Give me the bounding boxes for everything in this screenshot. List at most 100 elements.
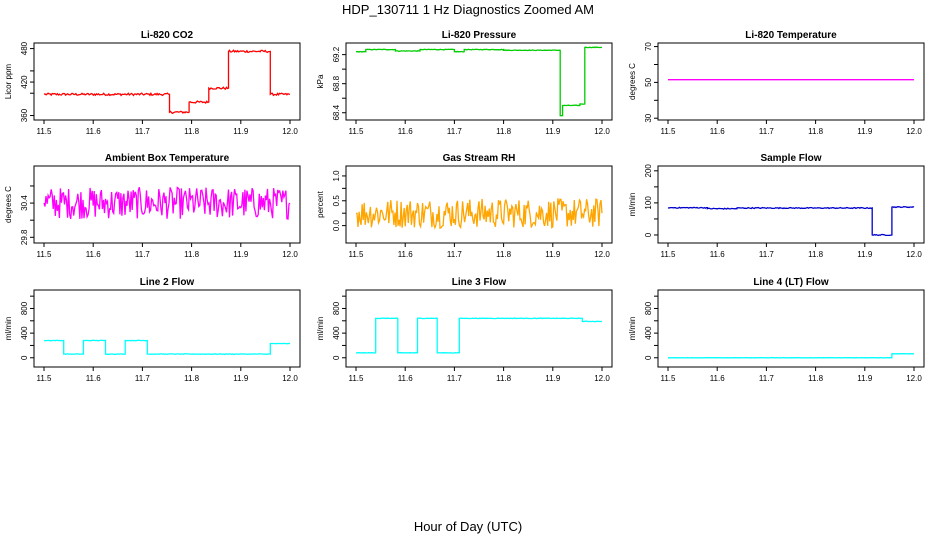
x-tick-label: 11.6 bbox=[710, 374, 726, 383]
x-tick-label: 11.9 bbox=[857, 374, 873, 383]
x-tick-label: 11.9 bbox=[545, 250, 561, 259]
series-line bbox=[43, 186, 291, 220]
x-tick-label: 11.7 bbox=[447, 250, 463, 259]
x-tick-label: 11.8 bbox=[184, 127, 200, 136]
y-axis-label: kPa bbox=[316, 74, 325, 88]
x-tick-label: 11.5 bbox=[37, 250, 53, 259]
x-tick-label: 11.9 bbox=[233, 127, 249, 136]
x-tick-label: 11.9 bbox=[857, 250, 873, 259]
series-line bbox=[355, 317, 603, 354]
y-tick-label: 360 bbox=[20, 108, 29, 122]
panel-3: Li-820 Temperature degrees C 11.5 11.6 11.7 1… bbox=[628, 30, 925, 136]
x-tick-label: 11.5 bbox=[661, 127, 677, 136]
y-tick-label: 800 bbox=[332, 301, 341, 315]
plot-frame bbox=[657, 165, 925, 244]
x-tick-label: 11.7 bbox=[759, 250, 775, 259]
series-line bbox=[355, 198, 603, 230]
x-tick-label: 12.0 bbox=[282, 374, 298, 383]
y-tick-label: 1.0 bbox=[332, 170, 341, 182]
x-tick-label: 11.8 bbox=[808, 250, 824, 259]
x-tick-label: 11.8 bbox=[496, 127, 512, 136]
series-line bbox=[355, 46, 603, 117]
y-tick-label: 69.2 bbox=[332, 46, 341, 62]
y-axis-label: Licor ppm bbox=[4, 64, 13, 99]
y-tick-label: 100 bbox=[644, 196, 653, 210]
x-tick-label: 12.0 bbox=[594, 374, 610, 383]
panel-4: Ambient Box Temperature degrees C 11.5 11.6… bbox=[4, 153, 301, 259]
x-tick-label: 11.9 bbox=[857, 127, 873, 136]
plot-frame bbox=[33, 42, 301, 121]
panel-title: Gas Stream RH bbox=[443, 153, 516, 164]
x-tick-label: 11.6 bbox=[86, 127, 102, 136]
x-tick-label: 12.0 bbox=[906, 374, 922, 383]
x-tick-label: 11.8 bbox=[496, 374, 512, 383]
y-axis-label: ml/min bbox=[4, 317, 13, 341]
x-tick-label: 11.9 bbox=[233, 250, 249, 259]
series-line bbox=[667, 352, 915, 359]
x-tick-label: 11.7 bbox=[759, 127, 775, 136]
x-tick-label: 12.0 bbox=[594, 250, 610, 259]
x-tick-label: 11.9 bbox=[545, 374, 561, 383]
x-tick-label: 11.7 bbox=[135, 374, 151, 383]
y-axis-label: degrees C bbox=[628, 63, 637, 100]
y-axis-label: degrees C bbox=[4, 186, 13, 223]
x-tick-label: 11.7 bbox=[447, 374, 463, 383]
x-tick-label: 12.0 bbox=[906, 250, 922, 259]
y-tick-label: 29.8 bbox=[20, 229, 29, 245]
y-tick-label: 0 bbox=[332, 355, 341, 360]
x-tick-label: 11.6 bbox=[86, 250, 102, 259]
y-tick-label: 50 bbox=[644, 77, 653, 86]
x-tick-label: 11.9 bbox=[545, 127, 561, 136]
panel-2: Li-820 Pressure kPa 11.5 11.6 11.7 11.8 11.9 12… bbox=[316, 30, 613, 136]
x-tick-label: 11.6 bbox=[710, 250, 726, 259]
y-tick-label: 30 bbox=[644, 113, 653, 122]
x-tick-label: 11.8 bbox=[184, 374, 200, 383]
x-tick-label: 11.5 bbox=[661, 250, 677, 259]
y-tick-label: 400 bbox=[20, 326, 29, 340]
x-tick-label: 12.0 bbox=[594, 127, 610, 136]
panel-title: Line 4 (LT) Flow bbox=[753, 277, 829, 288]
plot-frame bbox=[345, 165, 613, 244]
x-tick-label: 11.6 bbox=[398, 127, 414, 136]
plot-frame bbox=[33, 165, 301, 244]
x-tick-label: 11.7 bbox=[135, 250, 151, 259]
x-tick-label: 11.5 bbox=[349, 374, 365, 383]
plot-frame bbox=[33, 289, 301, 368]
y-axis-label: ml/min bbox=[628, 193, 637, 217]
y-axis-label: ml/min bbox=[628, 317, 637, 341]
panel-grid: Li-820 CO2 Licor ppm 11.5 11.6 11.7 11.8 11.9 1… bbox=[4, 30, 925, 383]
panel-6: Sample Flow ml/min 11.5 11.6 11.7 11.8 11.9 12.… bbox=[628, 153, 925, 259]
x-tick-label: 11.8 bbox=[496, 250, 512, 259]
plot-frame bbox=[345, 42, 613, 121]
y-tick-label: 0 bbox=[644, 232, 653, 237]
panel-title: Li-820 Pressure bbox=[442, 30, 517, 41]
x-tick-label: 11.6 bbox=[398, 250, 414, 259]
x-tick-label: 11.5 bbox=[37, 127, 53, 136]
series-line bbox=[43, 339, 291, 356]
panel-title: Sample Flow bbox=[760, 153, 821, 164]
panel-title: Line 3 Flow bbox=[452, 277, 507, 288]
x-tick-label: 12.0 bbox=[282, 127, 298, 136]
panel-1: Li-820 CO2 Licor ppm 11.5 11.6 11.7 11.8 11.9 1… bbox=[4, 30, 301, 136]
x-tick-label: 12.0 bbox=[906, 127, 922, 136]
x-tick-label: 11.9 bbox=[233, 374, 249, 383]
y-tick-label: 200 bbox=[644, 164, 653, 178]
y-tick-label: 70 bbox=[644, 42, 653, 51]
x-tick-label: 11.8 bbox=[808, 374, 824, 383]
y-tick-label: 68.4 bbox=[332, 104, 341, 120]
series-line bbox=[43, 49, 291, 115]
y-tick-label: 0 bbox=[644, 355, 653, 360]
x-tick-label: 11.6 bbox=[710, 127, 726, 136]
panel-title: Line 2 Flow bbox=[140, 277, 195, 288]
y-tick-label: 30.4 bbox=[20, 195, 29, 211]
y-axis-label: percent bbox=[316, 190, 325, 217]
x-tick-label: 11.7 bbox=[759, 374, 775, 383]
y-tick-label: 0.0 bbox=[332, 220, 341, 232]
x-tick-label: 11.6 bbox=[86, 374, 102, 383]
panel-5: Gas Stream RH percent 11.5 11.6 11.7 11.8 11.9… bbox=[316, 153, 613, 259]
y-axis-label: ml/min bbox=[316, 317, 325, 341]
panel-title: Li-820 Temperature bbox=[745, 30, 837, 41]
x-tick-label: 11.5 bbox=[349, 127, 365, 136]
y-tick-label: 480 bbox=[20, 41, 29, 55]
